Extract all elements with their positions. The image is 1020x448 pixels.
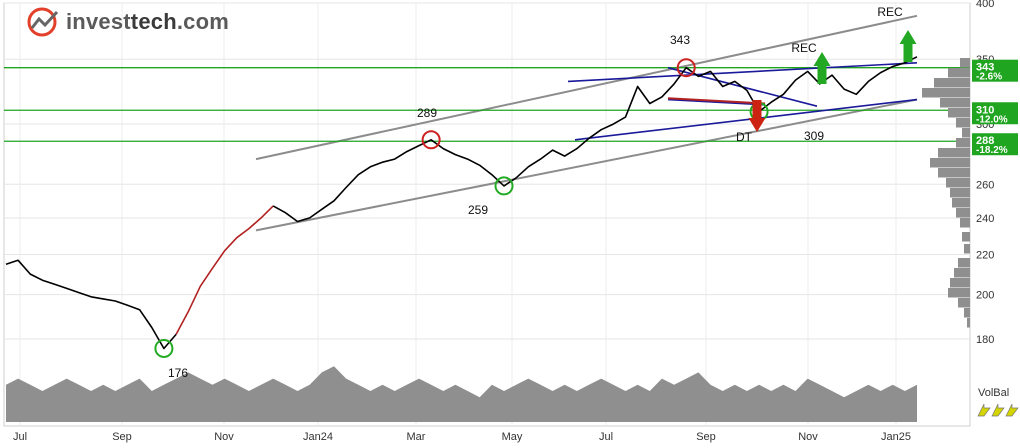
volume-profile-bar: [954, 268, 970, 278]
pivot-markers: [154, 58, 769, 358]
annotation-label: 289: [417, 106, 437, 120]
pattern-line: [567, 62, 918, 83]
volume-profile-bar: [960, 218, 970, 228]
level-tag: [972, 59, 1018, 82]
pivot-marker: [676, 58, 696, 78]
annotation-label: 176: [168, 366, 188, 380]
time-tick-label: Jul: [13, 431, 27, 443]
trend-channel: [255, 14, 918, 232]
pattern-line-red: [667, 97, 766, 105]
time-tick-label: Nov: [798, 431, 818, 443]
time-tick-label: Jan25: [881, 431, 911, 443]
volume-profile-bar: [964, 308, 970, 318]
annotation-label: DT: [736, 130, 753, 144]
volbal-indicator: VolBal: [977, 387, 1019, 417]
time-tick-label: Jul: [599, 431, 613, 443]
buy-signal-arrow: [813, 52, 831, 84]
volume-area: [6, 366, 917, 422]
volume-area-fill: [6, 366, 917, 422]
price-line-red: [175, 205, 274, 335]
time-axis: Jul Sep Nov Jan24 Mar May Jul Sep Nov Jan25: [13, 431, 911, 443]
price-series: [5, 56, 918, 350]
brand-logo[interactable]: investtech.com: [26, 6, 229, 38]
volume-profile-bar: [967, 318, 970, 328]
volume-profile-bar: [962, 128, 970, 138]
pattern-lines: [567, 62, 918, 141]
pivot-marker: [154, 338, 174, 358]
annotation-label: REC: [791, 41, 817, 55]
volume-profile-bar: [948, 68, 970, 78]
grid: [4, 2, 970, 426]
time-tick-label: Sep: [112, 431, 132, 443]
level-percent: -12.0%: [976, 114, 1008, 125]
volume-profile-bar: [958, 258, 970, 268]
level-tag: [972, 102, 1018, 125]
price-tick-label: 400: [976, 0, 994, 10]
price-line: [5, 259, 177, 350]
volbal-arrow-icon: [1005, 403, 1019, 417]
volume-profile-bar: [956, 138, 970, 148]
time-tick-label: May: [502, 431, 523, 443]
volume-profile-bar: [948, 288, 970, 298]
signal-arrows: [748, 30, 917, 132]
sell-signal-arrow: [748, 100, 766, 132]
level-labels: 343-2.6% 310-12.0% 288-18.2%: [972, 59, 1018, 156]
time-tick-label: Jan24: [303, 431, 333, 443]
volume-profile-bar: [956, 208, 970, 218]
volume-profile-bar: [934, 78, 970, 88]
price-tick-label: 260: [976, 179, 994, 191]
volume-profile-bar: [956, 118, 970, 128]
annotation-label: 259: [468, 203, 488, 217]
volume-profile-bar: [938, 168, 970, 178]
annotations: 176 289 259 343 309 DT REC REC: [168, 5, 903, 380]
price-line: [272, 56, 918, 223]
volbal-arrow-icon: [977, 403, 991, 417]
price-axis: 180200220240260300350400: [976, 0, 994, 346]
time-tick-label: Sep: [696, 431, 716, 443]
level-tag: [972, 133, 1018, 156]
time-tick-label: Nov: [214, 431, 234, 443]
pivot-marker: [494, 176, 514, 196]
pattern-line: [574, 98, 918, 141]
support-resistance-levels: [4, 67, 970, 142]
volume-profile-bar: [938, 148, 970, 158]
volume-profile-bar: [950, 278, 970, 288]
volume-profile-bar: [950, 188, 970, 198]
volume-profile-bar: [946, 178, 970, 188]
level-value: 288: [976, 135, 994, 147]
buy-signal-arrow: [899, 30, 917, 62]
volbal-arrow-icon: [991, 403, 1005, 417]
annotation-label: 343: [670, 33, 690, 47]
volume-profile-bar: [948, 108, 970, 118]
logo-text: investtech.com: [66, 9, 229, 34]
level-value: 343: [976, 62, 994, 74]
volume-profile-bar: [952, 198, 970, 208]
price-tick-label: 180: [976, 334, 994, 346]
level-value: 310: [976, 104, 994, 116]
volume-profile: [922, 58, 970, 328]
price-tick-label: 240: [976, 213, 994, 225]
volume-profile-bar: [958, 298, 970, 308]
price-tick-label: 200: [976, 290, 994, 302]
volume-profile-bar: [930, 158, 970, 168]
volbal-label: VolBal: [978, 387, 1009, 399]
volume-profile-bar: [962, 232, 970, 242]
level-percent: -2.6%: [976, 72, 1002, 83]
pattern-line: [667, 98, 766, 106]
channel-upper: [255, 14, 918, 161]
volume-profile-bar: [922, 88, 970, 98]
logo-icon: [27, 7, 59, 37]
pivot-marker: [421, 130, 441, 150]
price-tick-label: 220: [976, 250, 994, 262]
time-tick-label: Mar: [407, 431, 426, 443]
annotation-label: REC: [877, 5, 903, 19]
annotation-label: 309: [804, 129, 824, 143]
volume-profile-bar: [964, 244, 970, 254]
volume-profile-bar: [940, 98, 970, 108]
volume-profile-bar: [960, 58, 970, 68]
level-percent: -18.2%: [976, 145, 1008, 156]
channel-lower: [255, 98, 918, 232]
